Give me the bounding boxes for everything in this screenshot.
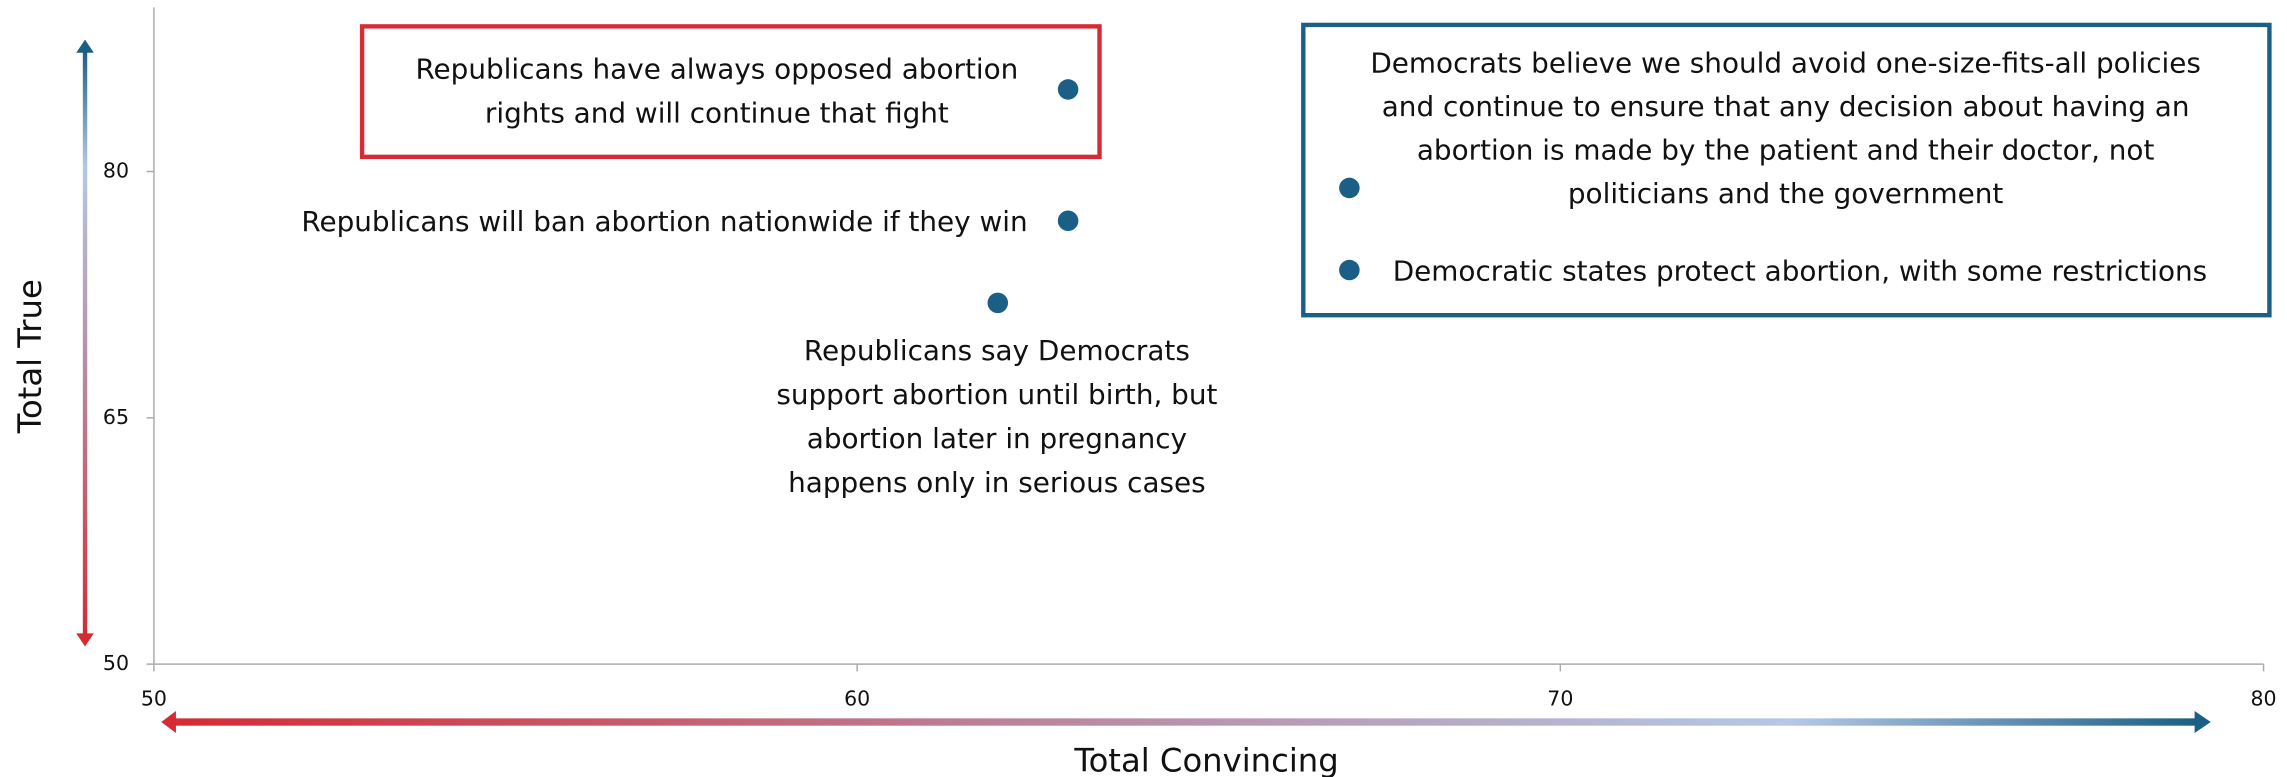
point <box>1057 210 1079 232</box>
y-tick-label: 50 <box>103 651 129 675</box>
point <box>1057 79 1079 100</box>
point-label: support abortion until birth, but <box>776 378 1217 411</box>
point-label: rights and will continue that fight <box>485 96 949 129</box>
point-label: Republicans will ban abortion nationwide… <box>301 205 1027 238</box>
point-label: and continue to ensure that any decision… <box>1382 90 2190 123</box>
point <box>1339 259 1360 281</box>
point-label: Republicans say Democrats <box>804 334 1190 367</box>
x-gradient-arrow <box>161 711 2211 734</box>
point-label: Democrats believe we should avoid one-si… <box>1370 47 2201 80</box>
x-axis-title: Total Convincing <box>1073 741 1338 777</box>
point-label: Republicans have always opposed abortion <box>415 52 1018 85</box>
point-label: politicians and the government <box>1568 177 2004 210</box>
y-axis-title: Total True <box>11 279 49 434</box>
x-tick-label: 80 <box>2250 686 2276 710</box>
y-tick-label: 80 <box>103 159 129 183</box>
point-label: abortion later in pregnancy <box>807 422 1187 455</box>
point-label: happens only in serious cases <box>788 466 1206 499</box>
point <box>987 292 1009 314</box>
y-gradient-arrow <box>76 39 94 647</box>
x-tick-label: 60 <box>844 686 870 710</box>
point-label: Democratic states protect abortion, with… <box>1393 255 2207 288</box>
point-label: abortion is made by the patient and thei… <box>1417 134 2155 167</box>
x-tick-label: 70 <box>1547 686 1573 710</box>
point <box>1339 177 1360 199</box>
y-tick-label: 65 <box>103 405 129 429</box>
republican-box <box>359 24 1102 160</box>
x-tick-label: 50 <box>141 686 167 710</box>
democrat-box <box>1301 22 2272 318</box>
